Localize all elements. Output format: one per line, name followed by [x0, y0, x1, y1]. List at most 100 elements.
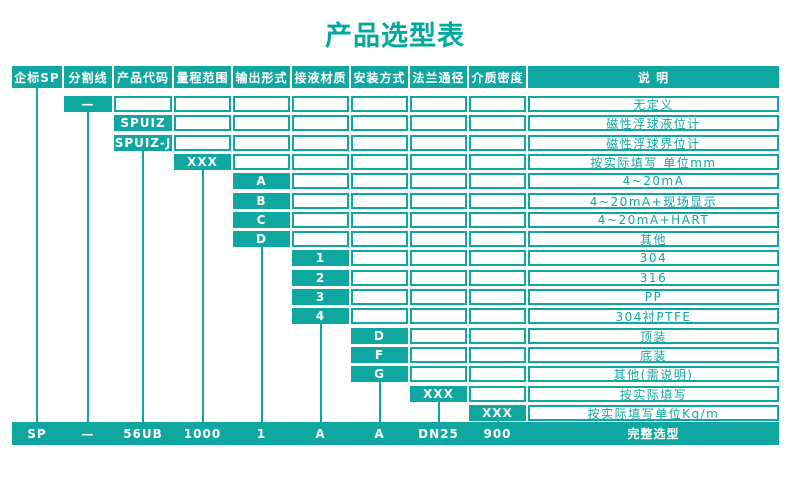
description-cell: 磁性浮球界位计: [528, 135, 779, 151]
summary-value-output-form: 1: [256, 426, 267, 441]
grid-cell: [469, 193, 526, 209]
grid-cell: [351, 250, 408, 266]
summary-value-divider: —: [81, 426, 95, 441]
grid-cell: [469, 115, 526, 131]
grid-cell: [292, 212, 349, 228]
grid-cell: [469, 173, 526, 189]
option-cell-divider: —: [64, 96, 112, 112]
connector-line-output-form: [261, 247, 263, 422]
description-cell: 按实际填写: [528, 386, 779, 402]
grid-cell: [292, 193, 349, 209]
description-cell: 304: [528, 250, 779, 266]
column-header-sp-standard: 企标SP: [12, 66, 62, 88]
summary-value-product-code: 56UB: [123, 426, 163, 441]
description-cell: 4~20mA+现场显示: [528, 193, 779, 209]
grid-cell: [410, 173, 467, 189]
grid-cell: [351, 270, 408, 286]
description-cell: 磁性浮球液位计: [528, 115, 779, 131]
column-header-range: 量程范围: [174, 66, 231, 88]
connector-line-divider: [87, 112, 89, 422]
grid-cell: [469, 135, 526, 151]
grid-cell: [410, 347, 467, 363]
option-cell-installation: D: [351, 328, 408, 344]
grid-cell: [469, 328, 526, 344]
grid-cell: [233, 115, 290, 131]
option-cell-wetted-material: 1: [292, 250, 349, 266]
grid-cell: [410, 250, 467, 266]
column-header-description: 说 明: [528, 66, 779, 88]
column-header-medium-density: 介质密度: [469, 66, 526, 88]
grid-cell: [469, 308, 526, 324]
description-cell: 4~20mA: [528, 173, 779, 189]
summary-value-installation: A: [374, 426, 385, 441]
connector-line-installation: [379, 382, 381, 422]
connector-line-wetted-material: [320, 324, 322, 422]
option-cell-installation: G: [351, 366, 408, 382]
grid-cell: [410, 135, 467, 151]
option-cell-medium-density: XXX: [469, 405, 526, 421]
column-header-product-code: 产品代码: [114, 66, 172, 88]
grid-cell: [410, 154, 467, 170]
grid-cell: [233, 96, 290, 112]
description-cell: 无定义: [528, 96, 779, 112]
grid-cell: [351, 193, 408, 209]
summary-bar: SP — 56UB 1000 1 A A DN25 900 完整选型: [12, 422, 779, 445]
summary-value-range: 1000: [183, 426, 222, 441]
grid-cell: [469, 386, 526, 402]
grid-cell: [233, 154, 290, 170]
description-cell: PP: [528, 289, 779, 305]
description-cell: 按实际填写单位Kg/m: [528, 405, 779, 421]
grid-cell: [174, 135, 231, 151]
grid-cell: [410, 193, 467, 209]
grid-cell: [351, 173, 408, 189]
grid-cell: [351, 212, 408, 228]
grid-cell: [469, 96, 526, 112]
grid-cell: [410, 96, 467, 112]
grid-cell: [410, 115, 467, 131]
option-cell-product-code: SPUIZ-J: [114, 135, 172, 151]
option-cell-output-form: C: [233, 212, 290, 228]
connector-line-range: [202, 170, 204, 422]
grid-cell: [469, 212, 526, 228]
column-header-output-form: 输出形式: [233, 66, 290, 88]
grid-cell: [351, 308, 408, 324]
grid-cell: [410, 366, 467, 382]
grid-cell: [351, 289, 408, 305]
option-cell-product-code: SPUIZ: [114, 115, 172, 131]
grid-cell: [469, 154, 526, 170]
description-cell: 316: [528, 270, 779, 286]
option-cell-wetted-material: 4: [292, 308, 349, 324]
grid-cell: [469, 231, 526, 247]
option-cell-wetted-material: 2: [292, 270, 349, 286]
connector-line-sp-standard: [36, 88, 38, 422]
grid-cell: [410, 328, 467, 344]
summary-description: 完整选型: [627, 427, 680, 441]
grid-cell: [114, 96, 172, 112]
column-header-divider: 分割线: [64, 66, 112, 88]
grid-cell: [469, 270, 526, 286]
option-cell-output-form: A: [233, 173, 290, 189]
grid-cell: [469, 289, 526, 305]
column-header-installation: 安装方式: [351, 66, 408, 88]
page-title: 产品选型表: [325, 21, 465, 52]
column-header-flange-diameter: 法兰通径: [410, 66, 467, 88]
grid-cell: [351, 135, 408, 151]
grid-cell: [410, 270, 467, 286]
grid-cell: [233, 135, 290, 151]
connector-line-medium-density: [497, 421, 499, 422]
grid-cell: [292, 135, 349, 151]
grid-cell: [351, 96, 408, 112]
summary-value-sp-standard: SP: [27, 426, 47, 441]
option-cell-range: XXX: [174, 154, 231, 170]
description-cell: 其他(需说明): [528, 366, 779, 382]
grid-cell: [292, 173, 349, 189]
column-header-wetted-material: 接液材质: [292, 66, 349, 88]
grid-cell: [351, 231, 408, 247]
option-cell-output-form: B: [233, 193, 290, 209]
grid-cell: [351, 115, 408, 131]
grid-cell: [292, 96, 349, 112]
grid-cell: [410, 289, 467, 305]
grid-cell: [410, 231, 467, 247]
grid-cell: [469, 250, 526, 266]
